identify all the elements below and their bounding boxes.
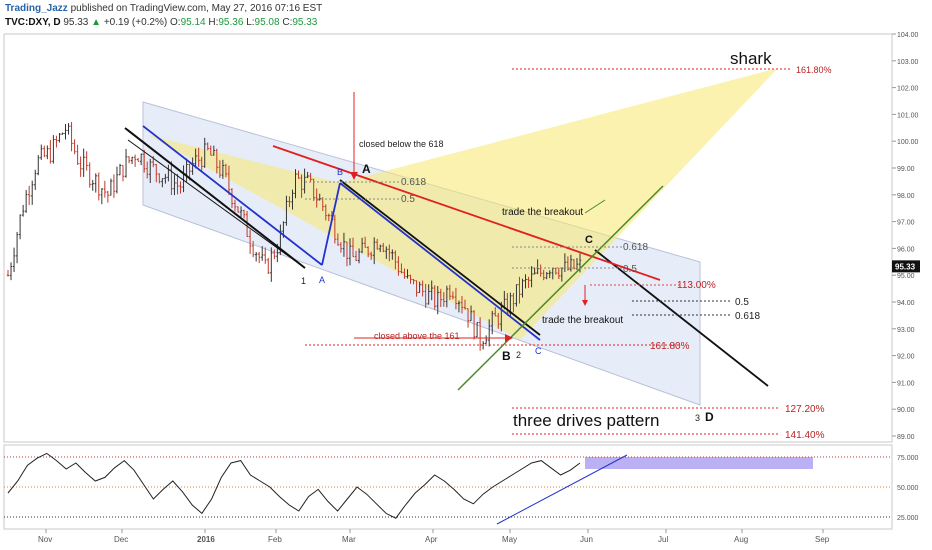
blue-leg-3 (339, 182, 541, 341)
price-axis-label: 104.00 (897, 32, 919, 39)
time-axis-label: May (502, 535, 517, 544)
open-value: 95.14 (180, 17, 206, 28)
rsi-trendline (496, 454, 628, 525)
rsi-target-zone (585, 457, 813, 469)
harmonic-triangle-xab (148, 135, 520, 340)
time-axis-label: 2016 (197, 535, 215, 544)
open-label: O: (170, 17, 181, 28)
price-axis-label: 90.00 (897, 407, 915, 414)
label-b-bottom: B (502, 349, 511, 363)
arrow-up-green (584, 199, 606, 214)
arrow-down-small-head (582, 300, 588, 306)
author-link[interactable]: Trading_Jazz (5, 3, 68, 14)
label-trade-breakout-bottom: trade the breakout (542, 315, 623, 326)
label-0618-left: 0.618 (401, 177, 426, 188)
black-projection-line (594, 249, 769, 387)
price-axis-label: 91.00 (897, 380, 915, 387)
arrow-right-head (505, 334, 513, 342)
price-axis-label: 92.00 (897, 354, 915, 361)
price-axis-label: 96.00 (897, 246, 915, 253)
time-axis-label: Jul (658, 535, 668, 544)
time-axis-label: Nov (38, 535, 52, 544)
time-axis-label: Aug (734, 535, 748, 544)
label-drive-2: 2 (516, 350, 521, 360)
label-0618-lower: 0.618 (735, 311, 760, 322)
symbol-label[interactable]: TVC:DXY, D (5, 17, 61, 28)
label-three-drives: three drives pattern (513, 411, 659, 430)
label-closed-below-618: closed below the 618 (359, 139, 444, 149)
last-price-tag (892, 260, 920, 273)
rsi-axis-label: 50.000 (897, 485, 919, 492)
price-axis-label: 97.00 (897, 220, 915, 227)
time-axis-label: Apr (425, 535, 438, 544)
label-closed-above-161: closed above the 161 (374, 331, 460, 341)
label-127-20: 127.20% (785, 404, 825, 415)
blue-leg-2 (321, 182, 341, 266)
low-value: 95.08 (254, 17, 280, 28)
label-161-80-top: 161.80% (796, 65, 832, 75)
price-panel-border (3, 33, 893, 443)
last-price-tag-text: 95.33 (895, 262, 916, 271)
label-161-80-bottom: 161.80% (650, 341, 690, 352)
rsi-axis-label: 75.000 (897, 455, 919, 462)
last-price: 95.33 (63, 17, 89, 28)
price-axis-label: 89.00 (897, 434, 915, 441)
label-drive-1: 1 (301, 276, 306, 286)
up-arrow-icon: ▲ (91, 17, 102, 28)
label-05-right: 0.5 (623, 264, 637, 275)
quote-line: TVC:DXY, D 95.33 ▲ +0.19 (+0.2%) O:95.14… (5, 17, 317, 28)
price-axis-label: 98.00 (897, 193, 915, 200)
label-drive-3: 3 (695, 413, 700, 423)
time-axis-label: Mar (342, 535, 356, 544)
price-axis-label: 101.00 (897, 112, 919, 119)
time-axis-label: Sep (815, 535, 830, 544)
arrow-down-head (350, 172, 358, 180)
published-text: published on TradingView.com, May 27, 20… (70, 3, 323, 14)
price-axis-label: 99.00 (897, 166, 915, 173)
close-label: C: (282, 17, 293, 28)
change-text: +0.19 (+0.2%) (103, 17, 168, 28)
black-leg-1 (124, 127, 306, 269)
price-axis-label: 94.00 (897, 300, 915, 307)
high-value: 95.36 (218, 17, 244, 28)
chart-header: Trading_Jazz published on TradingView.co… (0, 0, 932, 32)
harmonic-triangle-bcd (340, 68, 778, 340)
high-label: H: (208, 17, 219, 28)
resistance-line (272, 145, 661, 281)
label-05-lower: 0.5 (735, 297, 749, 308)
publish-line: Trading_Jazz published on TradingView.co… (5, 3, 322, 14)
low-label: L: (246, 17, 255, 28)
price-axis-label: 95.00 (897, 273, 915, 280)
label-d: D (705, 410, 714, 424)
black-leg-1b (127, 139, 306, 269)
price-axis-label: 93.00 (897, 327, 915, 334)
rsi-line (7, 452, 581, 519)
label-141-40: 141.40% (785, 430, 825, 441)
close-value: 95.33 (292, 17, 318, 28)
black-leg-2 (339, 179, 541, 336)
blue-leg-1 (142, 125, 323, 266)
time-axis-label: Feb (268, 535, 282, 544)
price-axis-label: 103.00 (897, 59, 919, 66)
rsi-axis-label: 25.000 (897, 515, 919, 522)
time-axis-label: Jun (580, 535, 593, 544)
label-c-blue: C (535, 346, 542, 356)
label-a-blue: A (319, 275, 325, 285)
label-c: C (585, 234, 593, 246)
label-b-blue: B (337, 167, 343, 177)
label-05-left: 0.5 (401, 194, 415, 205)
price-axis-label: 100.00 (897, 139, 919, 146)
label-a: A (362, 162, 371, 176)
price-axis-label: 102.00 (897, 86, 919, 93)
label-trade-breakout-top: trade the breakout (502, 207, 583, 218)
time-axis-label: Dec (114, 535, 128, 544)
label-shark: shark (730, 49, 772, 68)
support-line (457, 185, 664, 391)
label-0618-right: 0.618 (623, 242, 648, 253)
label-113: 113.00% (677, 280, 716, 291)
